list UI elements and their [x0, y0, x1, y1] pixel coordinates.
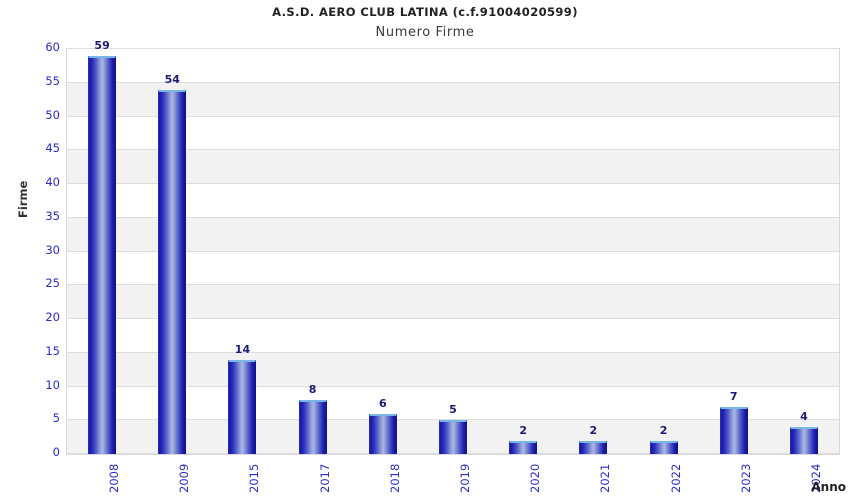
bar-value-label: 6 — [378, 396, 387, 410]
y-tick-label: 15 — [45, 343, 60, 358]
y-tick-label: 5 — [52, 411, 60, 426]
bar[interactable] — [228, 359, 257, 454]
y-tick-label: 20 — [45, 310, 60, 324]
bar[interactable] — [509, 440, 538, 454]
y-tick-label: 40 — [45, 175, 60, 189]
bar-value-label: 2 — [519, 423, 527, 437]
background-band — [67, 217, 839, 252]
background-band — [67, 285, 839, 319]
bar[interactable] — [719, 406, 748, 454]
grid-line — [67, 149, 839, 151]
grid-line — [67, 81, 839, 83]
chart-subtitle: Numero Firme — [375, 25, 475, 40]
bar[interactable] — [368, 413, 397, 454]
x-tick-label: 2019 — [458, 463, 472, 493]
y-tick-label: 0 — [52, 445, 60, 459]
bar-value-label: 2 — [589, 423, 598, 437]
grid-line — [67, 318, 839, 319]
bar-value-label: 2 — [659, 423, 668, 437]
grid-line — [67, 351, 839, 353]
x-tick-label: 2023 — [738, 463, 753, 493]
x-tick-label: 2017 — [317, 463, 332, 493]
background-band — [67, 150, 839, 184]
bar-value-label: 4 — [800, 410, 808, 423]
grid-line — [67, 284, 839, 286]
y-tick-label: 10 — [45, 377, 60, 392]
bar-value-label: 59 — [94, 38, 110, 52]
x-tick-label: 2018 — [387, 463, 402, 493]
grid-line — [67, 115, 839, 117]
grid-line — [67, 48, 839, 49]
x-tick-label: 2021 — [598, 463, 613, 493]
x-tick-label: 2020 — [528, 463, 543, 493]
grid-line — [67, 250, 839, 252]
background-band — [67, 352, 839, 387]
bar-value-label: 8 — [308, 383, 317, 396]
bar[interactable] — [298, 400, 327, 454]
x-tick-label: 2008 — [107, 463, 122, 493]
background-band — [67, 82, 839, 117]
grid-line — [67, 419, 839, 421]
y-tick-label: 25 — [45, 276, 60, 291]
bar[interactable] — [439, 420, 467, 454]
x-axis-title: Anno — [811, 480, 846, 494]
bar[interactable] — [579, 440, 608, 454]
bar-value-label: 5 — [449, 403, 457, 417]
bar[interactable] — [649, 440, 678, 454]
y-tick-label: 60 — [45, 40, 60, 54]
bar-value-label: 7 — [729, 389, 738, 403]
bar-value-label: 54 — [164, 72, 180, 86]
bar[interactable] — [789, 427, 818, 454]
bar[interactable] — [88, 55, 117, 454]
y-axis-tick-labels: 0 5 10 15 20 25 30 35 40 45 50 55 60 — [10, 40, 60, 459]
y-tick-label: 35 — [45, 208, 60, 223]
y-tick-label: 55 — [45, 73, 60, 88]
y-tick-label: 30 — [45, 242, 60, 257]
plot-area: 59 54 14 8 6 5 2 2 2 7 4 — [66, 39, 840, 455]
bar[interactable] — [158, 89, 187, 454]
grid-line — [67, 183, 839, 184]
bar-series: 59 54 14 8 6 5 2 2 2 7 4 — [67, 39, 839, 454]
grid-line — [67, 216, 839, 218]
grid-line — [67, 385, 839, 387]
x-tick-label: 2022 — [668, 463, 683, 493]
chart-title: A.S.D. AERO CLUB LATINA (c.f.91004020599… — [272, 5, 578, 19]
y-tick-label: 50 — [45, 107, 60, 122]
y-tick-label: 45 — [45, 141, 60, 156]
x-tick-label: 2009 — [177, 463, 192, 493]
bar-value-label: 14 — [234, 342, 251, 356]
x-axis-tick-labels: 2008 2009 2015 2017 2018 2019 2020 2021 2022 2023… — [66, 455, 840, 500]
x-tick-label: 2015 — [247, 463, 262, 493]
